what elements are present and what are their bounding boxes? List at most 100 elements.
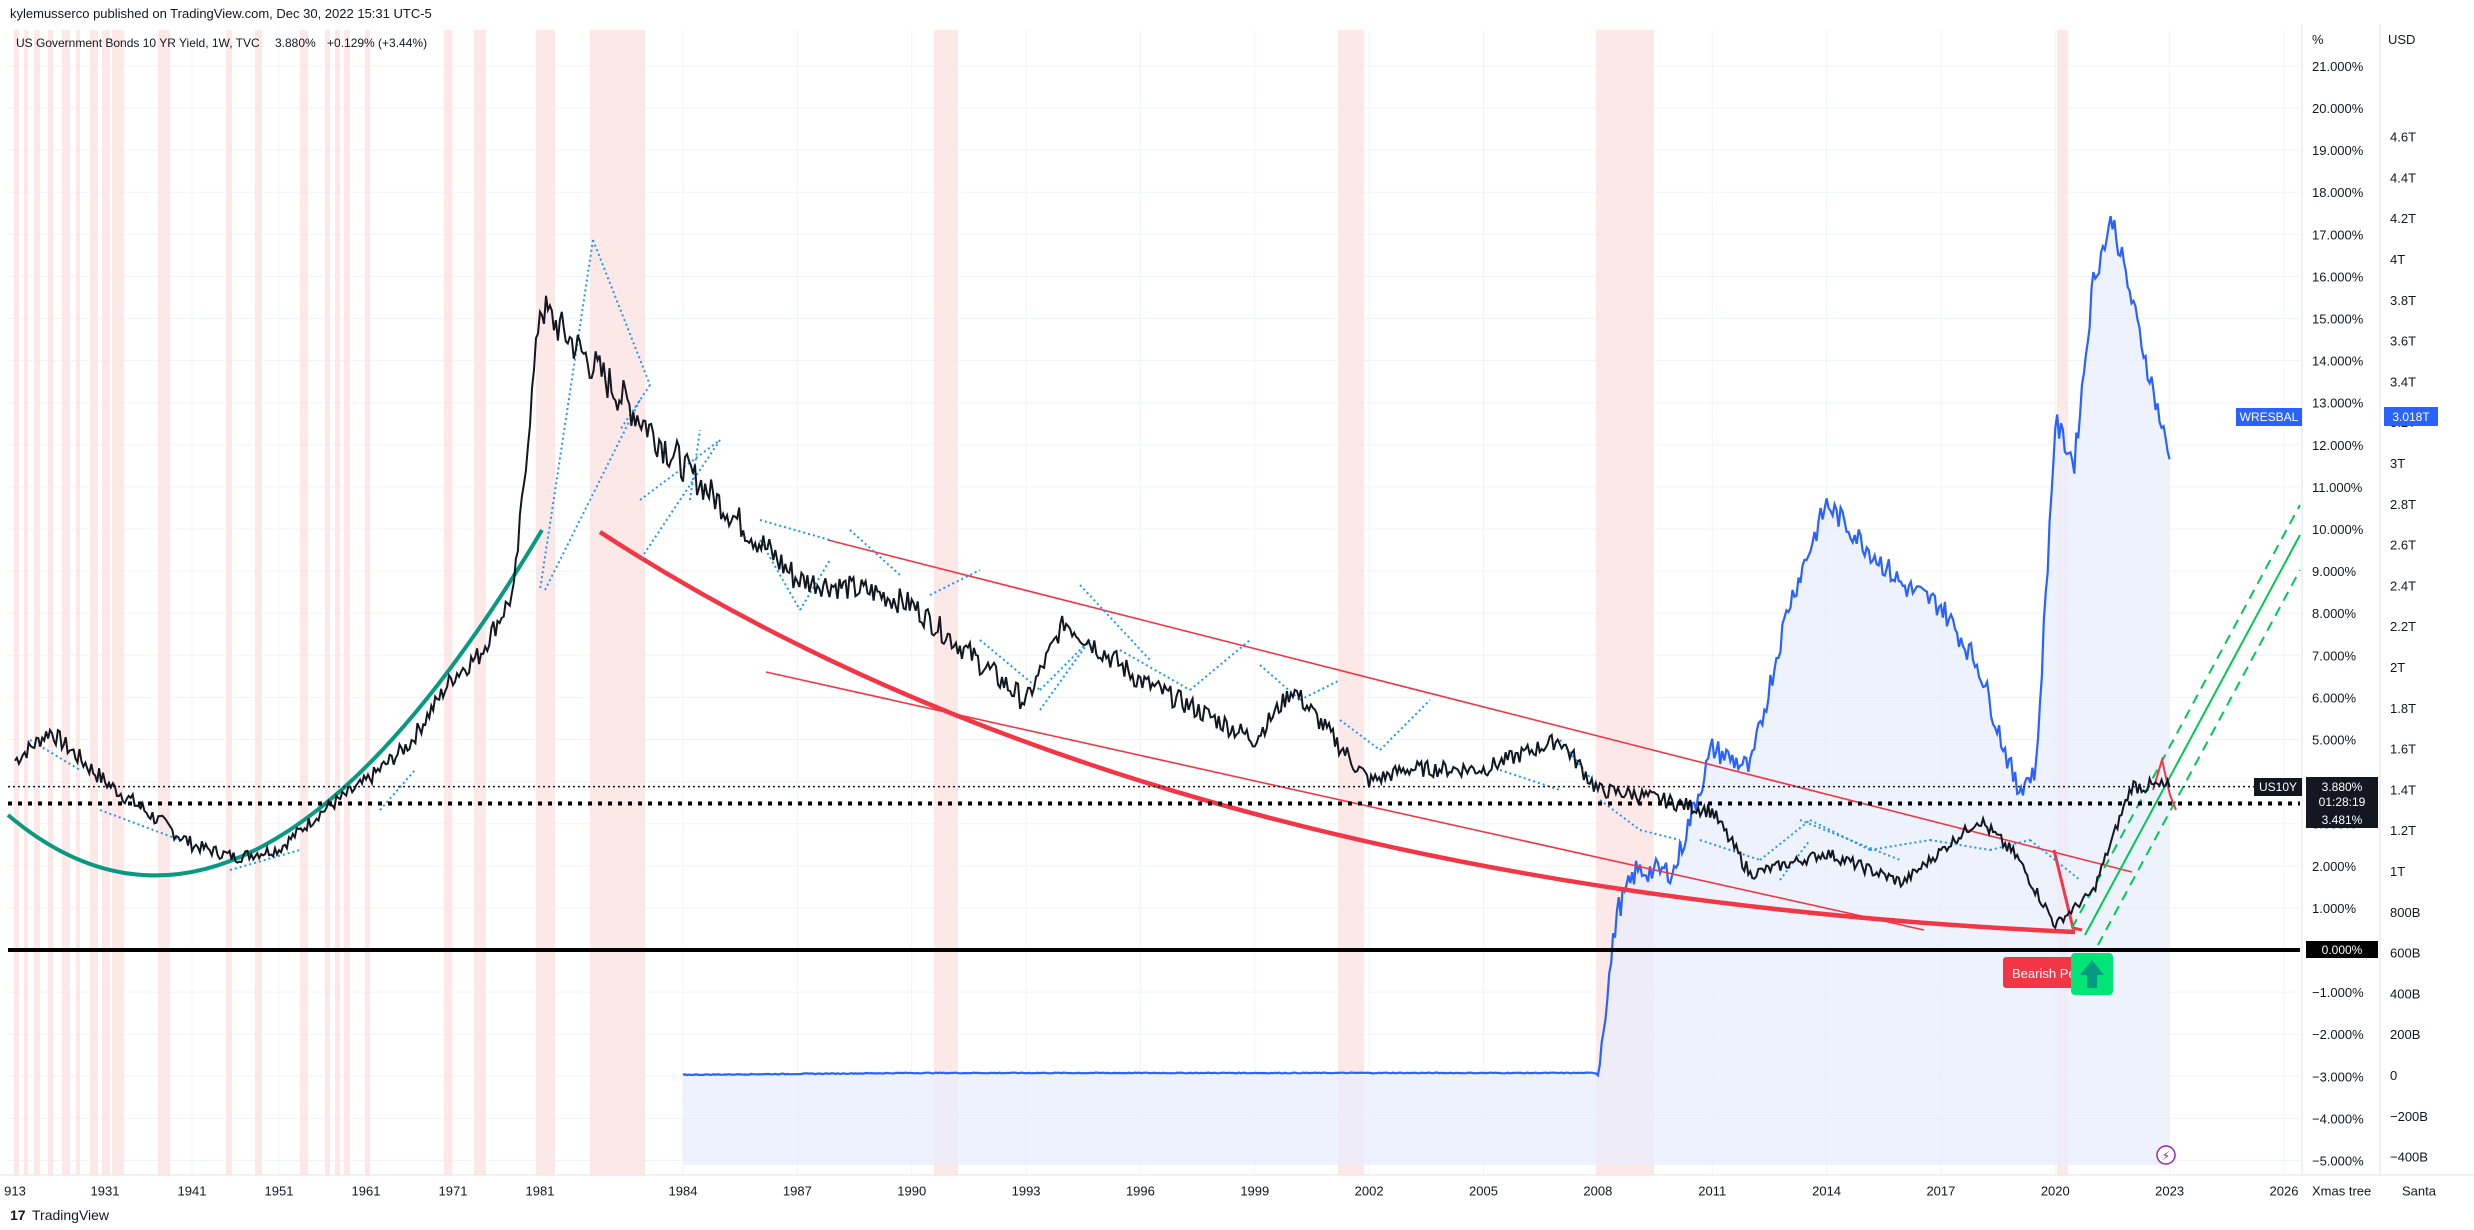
recession-band [24, 30, 28, 1175]
axis-x-tick-label: 913 [4, 1184, 26, 1199]
axis-pct-tick-label: 9.000% [2312, 564, 2357, 579]
dotted-trend-line[interactable] [1119, 649, 1191, 691]
dotted-trend-line[interactable] [1499, 769, 1561, 791]
green-channel-mid[interactable] [2084, 534, 2301, 936]
us10y-price-text: 3.880% [2322, 780, 2363, 794]
axis-unit-usd: USD [2388, 32, 2415, 47]
axis-pct-tick-label: 7.000% [2312, 648, 2357, 663]
dotted-trend-line[interactable] [229, 849, 301, 871]
us10y-price-badge[interactable]: 3.880% 01:28:19 [2306, 777, 2378, 811]
axis-x-tick-label: 1996 [1126, 1184, 1155, 1199]
axis-pct-tick-label: 10.000% [2312, 522, 2364, 537]
lightning-glyph: ⚡ [2162, 1149, 2170, 1163]
axis-usd-tick-label: 4T [2390, 252, 2405, 267]
dotted-trend-line[interactable] [1599, 799, 1641, 831]
axis-x-tick-label: 2017 [1926, 1184, 1955, 1199]
axis-usd-tick-label: 2.4T [2390, 578, 2416, 593]
axis-pct-tick-label: 1.000% [2312, 901, 2357, 916]
axis-x-tick-label: 1951 [265, 1184, 294, 1199]
dotted-trend-line[interactable] [1379, 699, 1431, 751]
dotted-trend-line[interactable] [1699, 839, 1761, 861]
dotted-trend-line[interactable] [379, 769, 416, 811]
dotted-trend-line[interactable] [544, 399, 641, 591]
dotted-trend-line[interactable] [1039, 639, 1091, 691]
dotted-trend-line[interactable] [592, 239, 651, 386]
axis-pct-tick-label: 21.000% [2312, 59, 2364, 74]
axis-x-tick-label: 1984 [669, 1184, 698, 1199]
recession-band [934, 30, 958, 1175]
red-channel-lower[interactable] [765, 671, 1925, 931]
recession-band [112, 30, 124, 1175]
green-channel-bottom[interactable] [2097, 569, 2301, 946]
red-channel-upper[interactable] [827, 539, 2133, 873]
axis-x-tick-label: 1971 [439, 1184, 468, 1199]
dotted-trend-line[interactable] [1189, 639, 1251, 691]
tradingview-logo[interactable]: 17 TradingView [10, 1207, 110, 1223]
dotted-trend-line[interactable] [849, 529, 901, 576]
axis-usd-tick-label: 2.6T [2390, 538, 2416, 553]
axis-usd-tick-label: 1.6T [2390, 742, 2416, 757]
us10y-name-text: US10Y [2259, 780, 2297, 794]
recession-band [444, 30, 452, 1175]
dotted-trend-line[interactable] [1339, 719, 1381, 751]
green-channel-top[interactable] [2071, 504, 2301, 929]
axis-x-tick-label: 2026 [2270, 1184, 2299, 1199]
recession-band [90, 30, 98, 1175]
axis-x-tick-label: 2011 [1698, 1184, 1726, 1199]
axis-pct-tick-label: −1.000% [2312, 985, 2364, 1000]
axis-pct-tick-label: 11.000% [2312, 480, 2363, 495]
dotted-trend-line[interactable] [759, 539, 801, 611]
axis-pct-tick-label: 19.000% [2312, 143, 2364, 158]
axis-x-ticks[interactable]: 913 1931 1941 1951 1961 1971 1981 1984 1987 1990 1… [4, 1184, 2298, 1199]
recession-band [365, 30, 370, 1175]
axis-usd-tick-label: 3T [2390, 456, 2405, 471]
dotted-trend-line[interactable] [1759, 819, 1811, 861]
dotted-trend-line[interactable] [2029, 839, 2081, 881]
dotted-trend-line[interactable] [619, 384, 651, 431]
tv-logo-icon: 17 [10, 1207, 26, 1223]
bullish-arrow-marker[interactable] [2071, 953, 2113, 995]
recession-band [335, 30, 340, 1175]
level-3481-text: 3.481% [2322, 813, 2363, 827]
lightning-icon[interactable]: ⚡ [2156, 1145, 2176, 1165]
us10y-name-badge[interactable]: US10Y [2254, 778, 2302, 796]
dotted-trend-line[interactable] [539, 239, 594, 591]
dotted-trend-line[interactable] [759, 519, 831, 541]
legend-symbol[interactable]: US Government Bonds 10 YR Yield, 1W, TVC [16, 36, 260, 50]
axis-usd-tick-label: 1.2T [2390, 823, 2416, 838]
wresbal-name-badge[interactable]: WRESBAL [2236, 408, 2302, 426]
axis-pct-tick-label: −2.000% [2312, 1027, 2364, 1042]
dotted-trend-line[interactable] [1809, 819, 1871, 851]
recession-band [344, 30, 350, 1175]
bearish-label-text: Bearish Pe [2012, 966, 2076, 981]
dotted-trend-line[interactable] [639, 439, 721, 561]
axis-x-tick-label: 2023 [2155, 1184, 2184, 1199]
dotted-trend-line[interactable] [99, 809, 181, 841]
axis-usd-tick-label: 1T [2390, 864, 2405, 879]
dotted-trend-line[interactable] [1929, 839, 1991, 851]
dotted-trend-line[interactable] [979, 639, 1041, 691]
dotted-trend-line[interactable] [1869, 839, 1931, 851]
zero-level-badge[interactable]: 0.000% [2306, 941, 2378, 958]
x-axis-extra-xmas: Xmas tree [2312, 1184, 2371, 1199]
dotted-trend-line[interactable] [1259, 664, 1301, 701]
dotted-trend-line[interactable] [1639, 829, 1681, 841]
green-arc-drawing[interactable] [6, 528, 544, 878]
axis-usd-ticks[interactable]: 4.6T4.4T4.2T4T3.8T3.6T3.4T3.2T3T2.8T2.6T… [2390, 130, 2428, 1165]
dotted-trend-line[interactable] [1079, 584, 1151, 661]
red-recent-drawing[interactable] [2152, 756, 2177, 811]
axis-usd-tick-label: 400B [2390, 986, 2420, 1001]
published-by-text: kylemusserco published on TradingView.co… [10, 6, 432, 21]
dotted-trend-line[interactable] [929, 569, 981, 596]
red-arc-drawing[interactable] [598, 530, 2076, 935]
level-3481-badge[interactable]: 3.481% [2306, 811, 2378, 828]
axis-usd-tick-label: 1.4T [2390, 782, 2416, 797]
recession-band [255, 30, 262, 1175]
axis-x-tick-label: 2020 [2041, 1184, 2070, 1199]
dotted-trend-line[interactable] [1039, 639, 1091, 711]
axis-pct-ticks[interactable]: 21.000% 20.000% 19.000% 18.000% 17.000% 16.00… [2312, 59, 2364, 1169]
wresbal-value-badge[interactable]: 3.018T [2384, 407, 2438, 426]
recession-band [226, 30, 232, 1175]
axis-x-tick-label: 2014 [1812, 1184, 1841, 1199]
